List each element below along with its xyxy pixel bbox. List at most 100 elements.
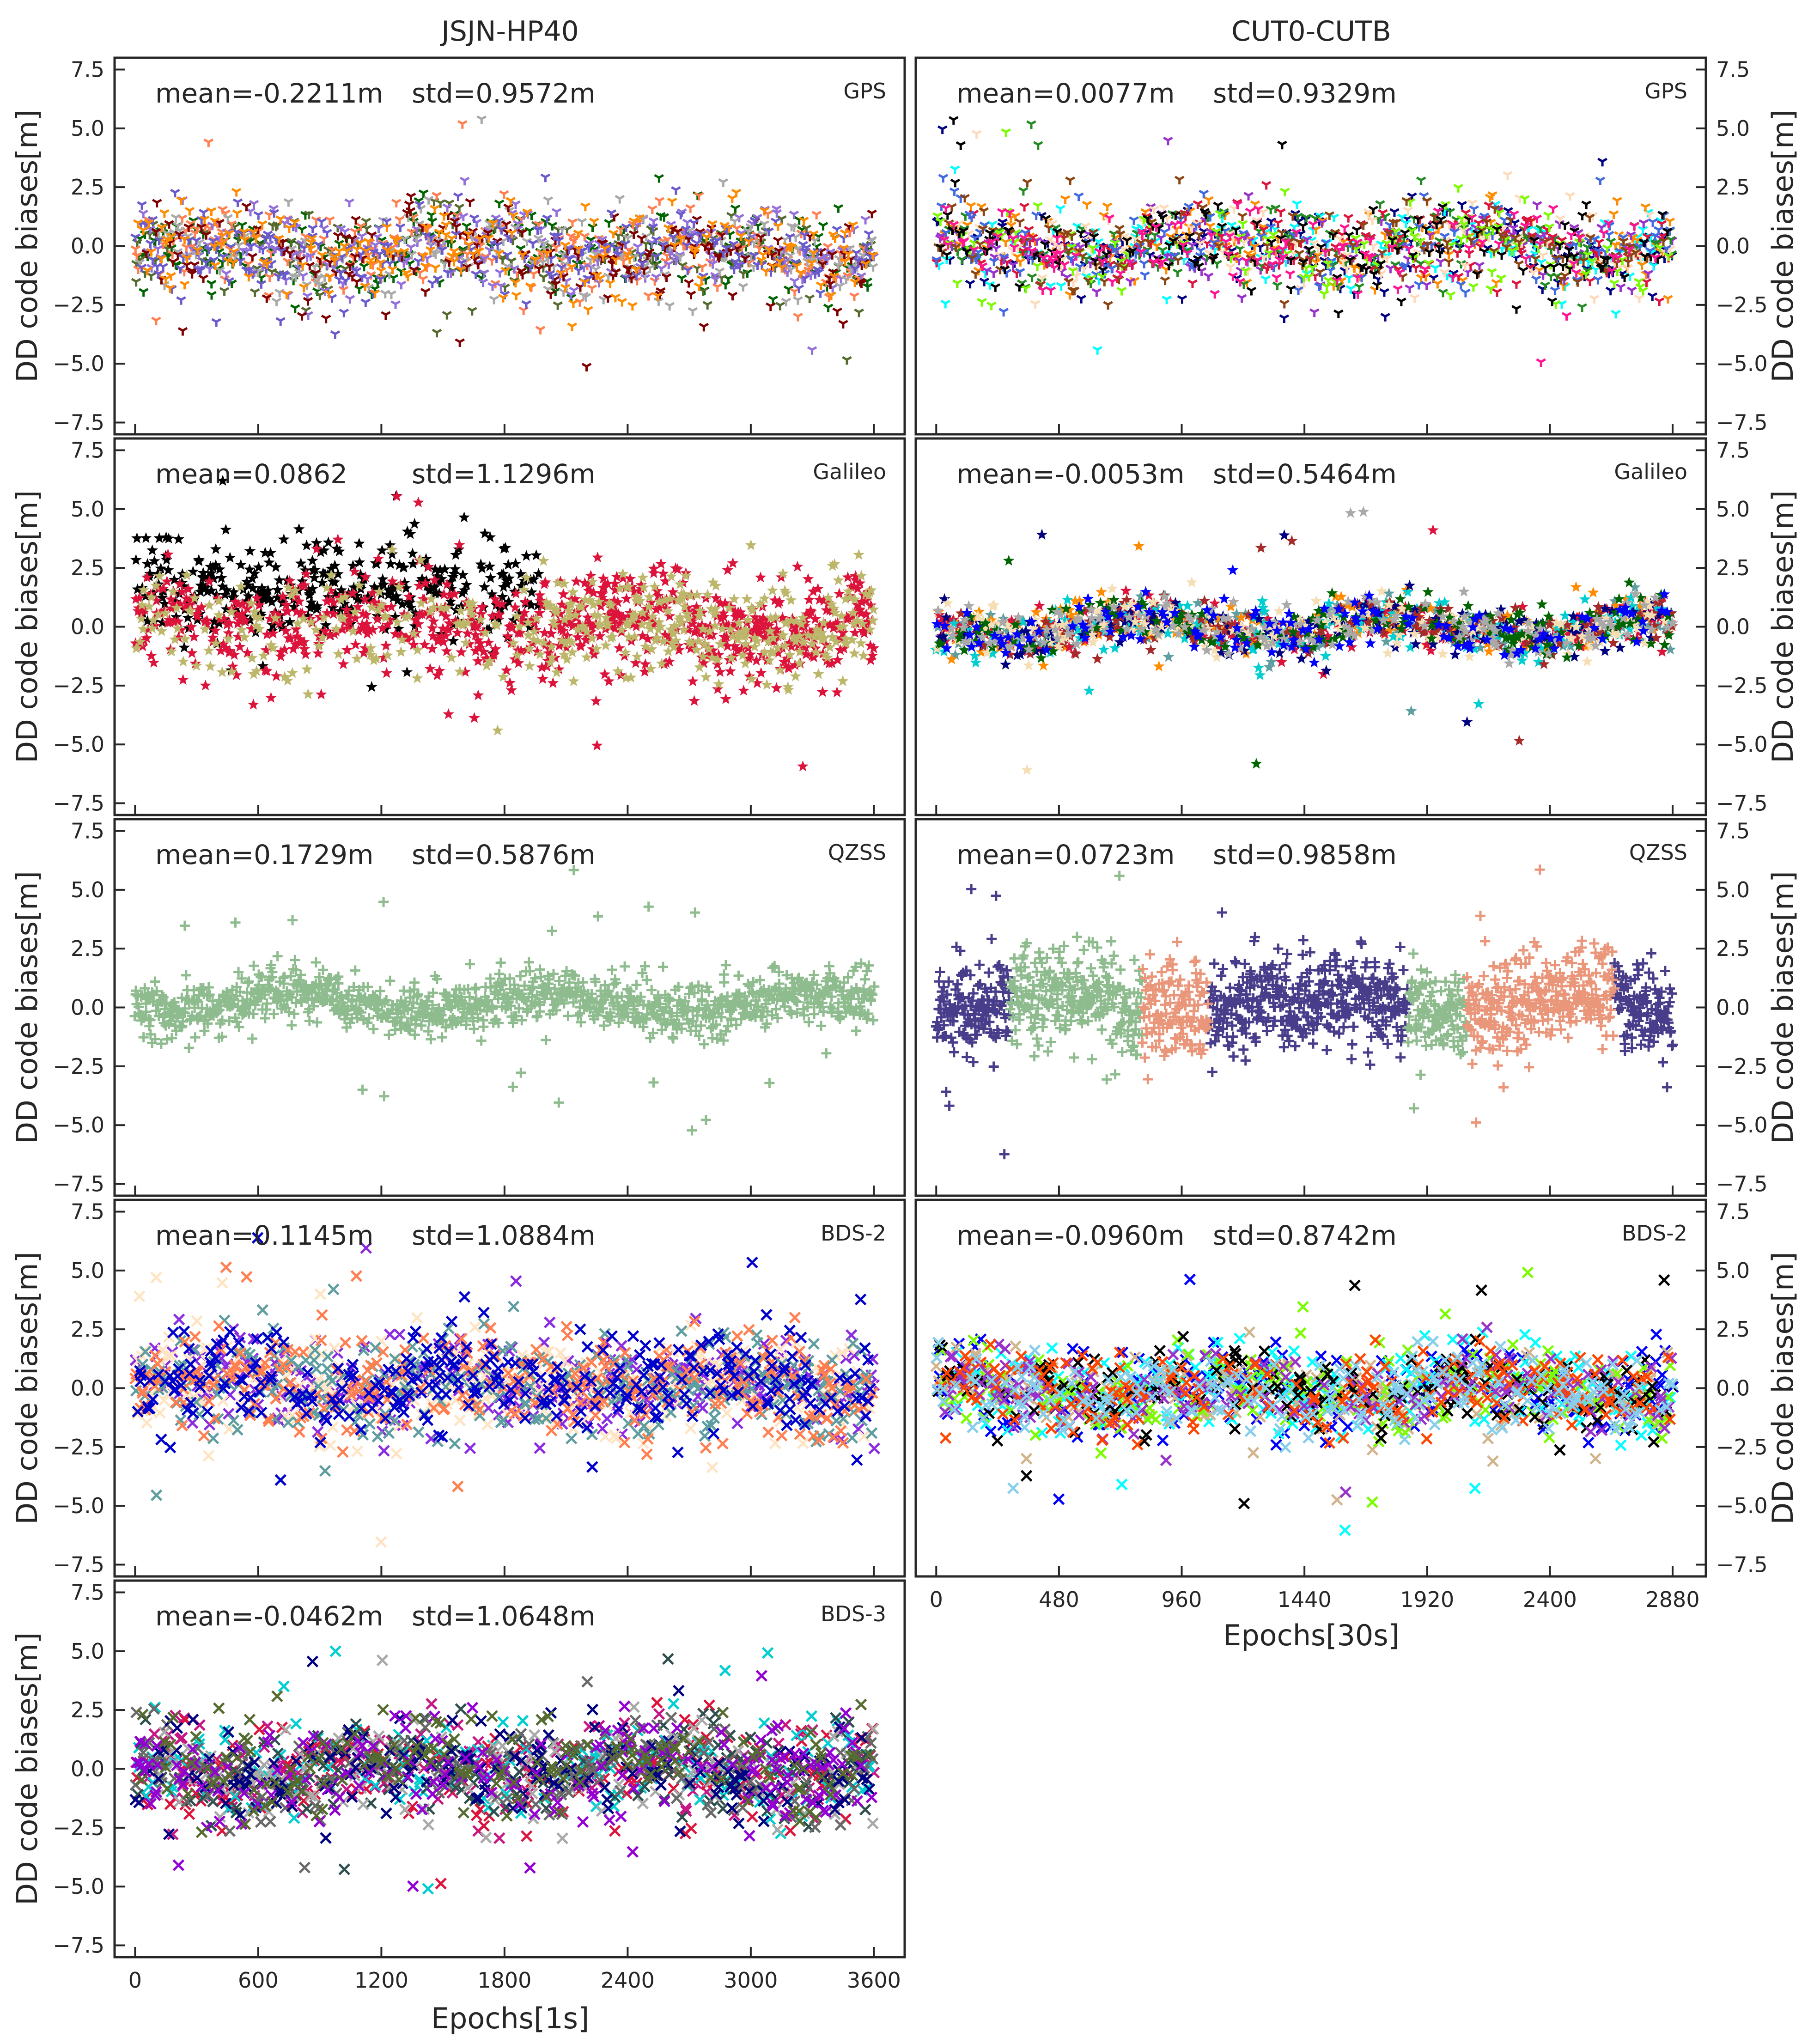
data-point <box>739 657 751 669</box>
data-point <box>1084 621 1096 632</box>
data-point <box>1437 610 1449 622</box>
data-point <box>497 568 509 579</box>
data-point <box>553 616 565 627</box>
data-point <box>937 615 949 627</box>
data-point <box>1315 624 1327 636</box>
data-point <box>386 548 398 560</box>
data-point <box>328 596 340 608</box>
data-point <box>408 517 420 529</box>
data-point <box>980 617 992 628</box>
data-point <box>727 557 739 568</box>
data-point <box>1489 625 1501 636</box>
data-point <box>834 588 845 599</box>
data-point <box>972 609 984 621</box>
data-point <box>772 642 784 653</box>
data-point <box>737 610 749 621</box>
data-point <box>530 624 542 635</box>
data-point <box>683 612 694 624</box>
data-point <box>857 618 869 629</box>
data-point <box>254 612 266 623</box>
data-point <box>371 613 383 624</box>
data-point <box>1537 617 1548 628</box>
data-point <box>1469 613 1481 624</box>
data-point <box>306 554 318 566</box>
data-point <box>1363 613 1375 624</box>
data-point <box>447 635 459 646</box>
data-point <box>783 684 794 695</box>
data-point <box>1451 627 1463 638</box>
data-point <box>265 547 276 558</box>
data-point <box>1394 593 1406 604</box>
data-point <box>959 614 971 625</box>
data-point <box>502 559 514 570</box>
data-point <box>678 624 690 635</box>
data-point <box>307 583 318 594</box>
data-point <box>1452 640 1464 651</box>
data-point <box>982 627 994 638</box>
data-point <box>461 579 472 590</box>
std-annotation: std=0.8742m <box>1213 1220 1397 1251</box>
data-point <box>867 650 878 661</box>
data-point <box>454 665 466 677</box>
data-point <box>637 607 649 618</box>
data-point <box>329 576 341 587</box>
data-point <box>1309 628 1321 639</box>
data-point <box>759 646 771 657</box>
data-point <box>1606 620 1618 631</box>
data-point <box>440 610 452 621</box>
data-point <box>280 625 292 636</box>
data-point <box>1418 602 1430 613</box>
data-point <box>236 624 248 635</box>
data-point <box>395 629 407 640</box>
data-point <box>1388 631 1399 642</box>
data-point <box>532 635 543 646</box>
data-point <box>285 632 297 644</box>
data-point <box>1619 606 1631 617</box>
data-point <box>1519 647 1531 658</box>
data-point <box>1219 641 1231 652</box>
data-point <box>411 672 423 683</box>
data-point <box>1077 629 1089 640</box>
data-point <box>1393 629 1405 640</box>
data-point <box>1201 644 1213 656</box>
data-point <box>298 579 310 590</box>
data-point <box>649 617 661 629</box>
data-point <box>478 645 489 657</box>
data-point <box>718 611 730 622</box>
data-point <box>1109 642 1121 653</box>
data-point <box>1037 645 1049 656</box>
data-point <box>663 610 676 621</box>
data-point <box>1029 630 1041 642</box>
data-point <box>1645 632 1657 643</box>
data-point <box>348 566 360 577</box>
data-point <box>836 610 847 621</box>
data-point <box>1419 598 1431 609</box>
data-point <box>388 583 400 594</box>
data-point <box>1507 638 1519 649</box>
data-point <box>784 649 796 660</box>
data-point <box>1567 610 1579 621</box>
data-point <box>1330 590 1341 602</box>
data-point <box>1086 612 1098 623</box>
data-point <box>536 661 548 673</box>
data-point <box>379 602 391 613</box>
data-point <box>991 624 1003 635</box>
data-point <box>133 602 145 614</box>
data-point <box>964 611 976 622</box>
data-point <box>335 594 347 605</box>
data-point <box>1023 632 1035 644</box>
data-point <box>177 656 189 667</box>
data-point <box>637 572 649 583</box>
data-point <box>1135 590 1147 602</box>
data-point <box>1126 625 1138 636</box>
data-point <box>303 584 315 596</box>
data-point <box>270 670 282 681</box>
data-point <box>360 622 372 634</box>
data-point <box>216 666 228 677</box>
data-point <box>838 620 850 632</box>
data-point <box>587 599 599 610</box>
y-tick-label: 0.0 <box>1716 995 1750 1020</box>
data-point <box>674 611 686 622</box>
data-point <box>1366 625 1378 636</box>
